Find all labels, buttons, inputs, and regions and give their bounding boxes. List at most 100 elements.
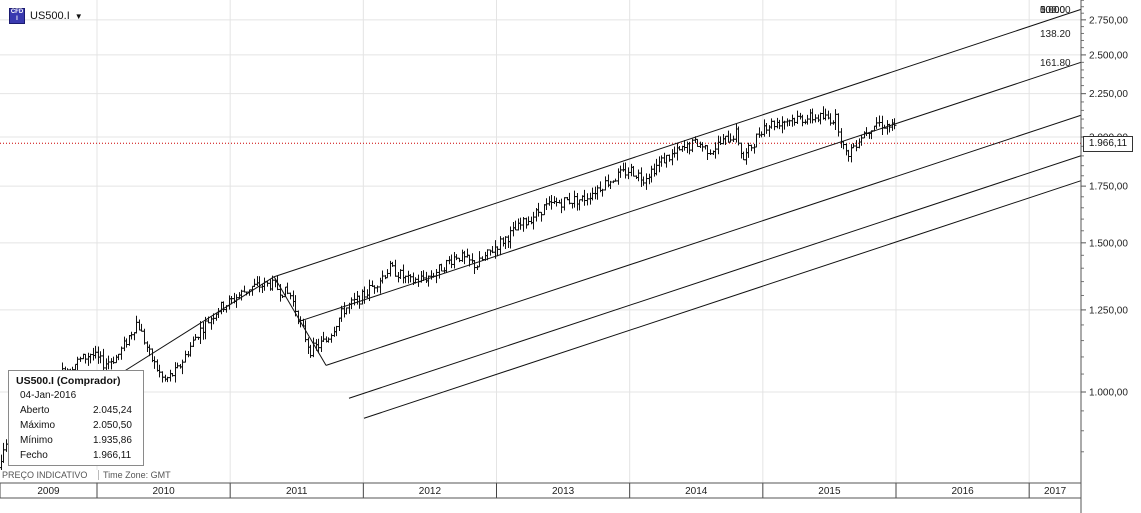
ohlc-bar [306,337,311,355]
ohlc-bar [649,165,654,183]
ohlc-bar [621,162,626,172]
x-tick-label: 2014 [685,486,708,497]
x-tick-label: 2013 [552,486,575,497]
ohlc-bar [449,254,454,269]
ohlc-bar [593,186,598,200]
ohlc-bar [659,155,664,167]
ohlc-bar [291,290,296,307]
ohlc-bar [88,353,93,364]
ohlc-bar [864,127,869,137]
ohlc-bar [798,112,803,120]
pitchfork-level-label: 50.00 [1040,5,1065,16]
ohlc-bar [444,259,449,274]
ohlc-bar [155,359,160,372]
ohlc-bar [321,331,326,342]
ohlc-bar [129,331,134,340]
price-note: PREÇO INDICATIVO [2,470,88,480]
ohlc-bar [623,162,628,179]
x-tick-label: 2015 [818,486,841,497]
ohlc-bar [657,156,662,173]
ohlc-bar [298,316,303,328]
ohlc-bar [795,110,800,124]
ohlc-bar [380,270,385,284]
ohlc-value: 1.966,11 [93,450,132,461]
y-tick-label: 1.250,00 [1089,305,1128,316]
ohlc-bar [752,143,757,154]
ohlc-bar [273,278,278,288]
ohlc-bar [816,114,821,123]
ohlc-bar [526,216,531,226]
ohlc-bar [647,173,652,185]
ohlc-bar [772,120,777,131]
ohlc-bar [255,276,260,287]
ohlc-bar [818,112,823,125]
ohlc-bar [178,364,183,369]
ohlc-bar [652,163,657,177]
ohlc-title: US500.I (Comprador) [16,375,121,387]
x-tick-label: 2016 [951,486,974,497]
ohlc-bar [616,168,621,185]
ohlc-bar [137,319,142,331]
pitchfork-level-label: 100.00 [1040,5,1071,16]
ohlc-bar [465,248,470,258]
ohlc-bar [844,143,849,156]
ohlc-bar [518,217,523,230]
ohlc-bar [877,115,882,127]
ohlc-bar [559,198,564,214]
ohlc-bar [460,249,465,262]
x-tick-label: 2017 [1044,486,1067,497]
ohlc-bar [582,189,587,206]
ohlc-bar [168,369,173,382]
ohlc-bar [86,352,91,366]
ohlc-bar [477,251,482,268]
ohlc-bar [570,202,575,209]
ohlc-bar [183,350,188,363]
ohlc-bar [780,116,785,134]
ohlc-bar [713,142,718,159]
ohlc-bar [303,320,308,343]
ohlc-bar [311,337,316,358]
ohlc-bar [567,192,572,205]
ohlc-bar [475,265,480,271]
ohlc-bar [531,211,536,230]
pitchfork-line [325,114,1082,366]
ohlc-info-panel: US500.I (Comprador) 04-Jan-2016 Aberto 2… [8,370,144,466]
symbol-selector[interactable]: CFD I US500.I ▼ [9,7,83,25]
ohlc-bar [892,118,897,130]
ohlc-bar [134,315,139,334]
ohlc-bar [393,259,398,277]
x-tick-label: 2010 [152,486,175,497]
ohlc-bar [326,337,331,343]
ohlc-bar [641,176,646,186]
ohlc-bar [334,325,339,337]
ohlc-bar [846,149,851,162]
ohlc-bar [416,274,421,287]
ohlc-bar [439,263,444,272]
ohlc-bar [203,316,208,340]
y-tick-label: 2.250,00 [1089,89,1128,100]
ohlc-bar [116,353,121,361]
ohlc-bar [186,351,191,358]
ohlc-bar [170,373,175,377]
ohlc-bar [293,295,298,317]
ohlc-bar [454,254,459,261]
ohlc-bar [511,221,516,237]
ohlc-bar [595,185,600,200]
y-tick-label: 1.000,00 [1089,388,1128,399]
ohlc-bar [142,328,147,345]
ohlc-value: 2.050,50 [93,420,132,431]
ohlc-bar [841,141,846,150]
ohlc-bar [372,285,377,294]
ohlc-bar [690,138,695,153]
ohlc-bar [337,317,342,332]
ohlc-bar [470,253,475,264]
x-tick-label: 2009 [37,486,60,497]
ohlc-bar [329,333,334,343]
ohlc-bar [383,275,388,280]
pitchfork-line [299,61,1082,322]
ohlc-bar [122,336,127,352]
ohlc-bar [785,118,790,127]
ohlc-bar [516,218,521,231]
ohlc-bar [859,134,864,146]
